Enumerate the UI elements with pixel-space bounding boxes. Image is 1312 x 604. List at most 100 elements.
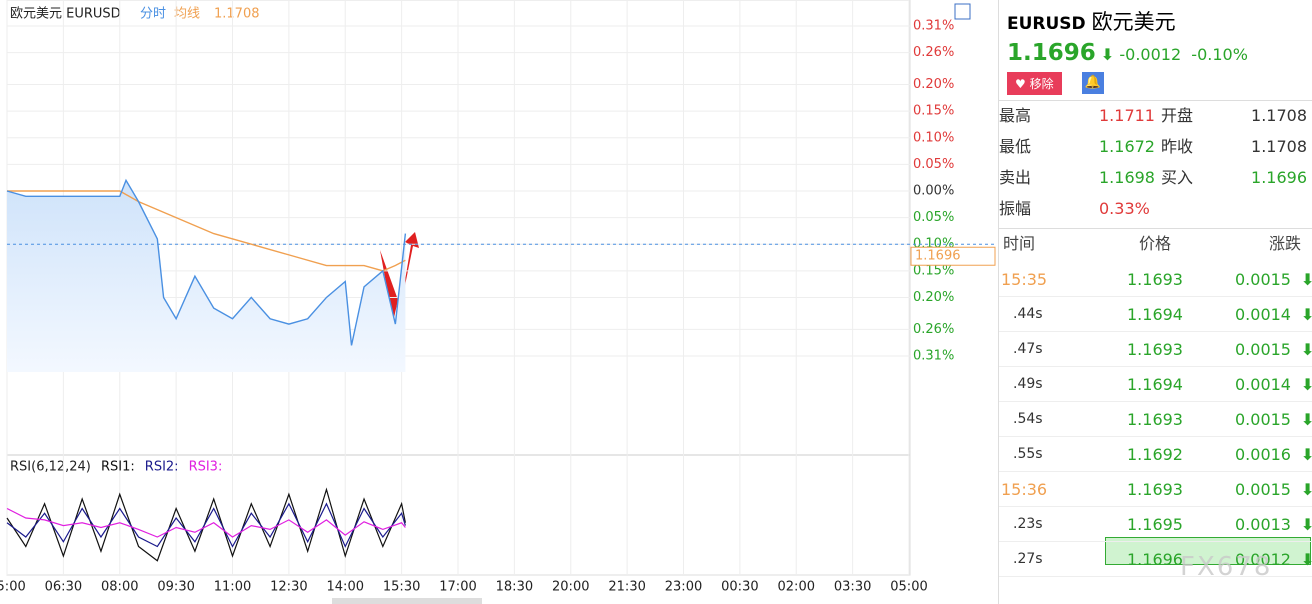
trade-time: .23s — [1013, 516, 1043, 532]
down-arrow: ⬇ — [1301, 410, 1312, 429]
x-tick-label: 08:00 — [101, 580, 138, 595]
y-tick-label: 0.26% — [913, 45, 954, 60]
y-tick-label: 0.10% — [913, 130, 954, 145]
symbol-name: 欧元美元 — [1091, 10, 1176, 34]
y-tick-label: 0.20% — [913, 77, 954, 92]
trades-header: 价格 — [1139, 234, 1172, 253]
symbol-code: EURUSD — [1007, 14, 1086, 34]
stat-value: 1.1696 — [1251, 168, 1307, 187]
rsi-label: RSI(6,12,24) — [10, 460, 91, 475]
change-pct: -0.10% — [1191, 45, 1248, 64]
stat-label: 买入 — [1161, 168, 1194, 187]
rsi-legend: RSI1: — [101, 460, 135, 475]
x-tick-label: 20:00 — [552, 580, 589, 595]
current-label: 1.1696 — [915, 249, 961, 264]
trades-header: 时间 — [1003, 234, 1036, 253]
down-arrow: ⬇ — [1301, 375, 1312, 394]
y-tick-label: 0.20% — [913, 290, 954, 305]
row-separator — [999, 366, 1312, 367]
trade-time: .55s — [1013, 446, 1043, 462]
change: -0.0012 — [1119, 45, 1182, 64]
x-tick-label: 00:30 — [721, 580, 758, 595]
remove-button[interactable]: ♥ 移除 — [1007, 72, 1062, 95]
symbol: EURUSD 欧元美元 — [1007, 6, 1176, 36]
trade-change: 0.0015 ⬇ — [1235, 404, 1312, 435]
stat-value: 1.1672 — [1099, 137, 1155, 156]
trade-price: 1.1694 — [1127, 375, 1183, 394]
trade-time: 15:36 — [1001, 480, 1048, 499]
x-tick-label: 12:30 — [270, 580, 307, 595]
down-arrow: ⬇ — [1301, 445, 1312, 464]
stat-value: 1.1711 — [1099, 106, 1155, 125]
stat-value: 1.1708 — [1251, 106, 1307, 125]
arrow-down — [380, 250, 398, 322]
down-arrow: ⬇ — [1301, 305, 1312, 324]
down-arrow: ⬇ — [1301, 480, 1312, 499]
trades-header: 涨跌 — [1269, 234, 1302, 253]
stat-label: 最高 — [999, 106, 1032, 125]
fullscreen-icon[interactable] — [954, 3, 971, 20]
stat-label: 开盘 — [1161, 106, 1194, 125]
x-tick-label: 05:00 — [890, 580, 927, 595]
trade-change: 0.0015 ⬇ — [1235, 334, 1312, 365]
trade-change: 0.0013 ⬇ — [1235, 509, 1312, 540]
legend-avg: 均线 — [174, 7, 200, 22]
y-tick-label: 0.05% — [913, 210, 954, 225]
row-separator — [999, 541, 1312, 542]
price-area — [7, 180, 406, 372]
quote-panel: EURUSD 欧元美元 1.1696 ⬇ -0.0012 -0.10% ♥ 移除… — [998, 0, 1312, 604]
trade-time: .27s — [1013, 551, 1043, 567]
stat-label: 卖出 — [999, 168, 1032, 187]
x-tick-label: 15:30 — [383, 580, 420, 595]
y-tick-label: 0.31% — [913, 349, 954, 364]
average-line — [7, 190, 406, 272]
alert-button[interactable]: 🔔 — [1082, 72, 1104, 94]
down-arrow: ⬇ — [1301, 340, 1312, 359]
rsi-legend: RSI3: — [189, 460, 223, 475]
trade-change: 0.0014 ⬇ — [1235, 299, 1312, 330]
legend-line: 分时 — [140, 7, 166, 22]
trade-time: .47s — [1013, 341, 1043, 357]
trade-change: 0.0012 ⬇ — [1235, 544, 1312, 575]
trade-price: 1.1693 — [1127, 270, 1183, 289]
scrollbar[interactable] — [332, 598, 482, 604]
trade-change: 0.0015 ⬇ — [1235, 264, 1312, 295]
trade-time: 15:35 — [1001, 270, 1048, 289]
y-tick-label: 0.31% — [913, 18, 954, 33]
stat-value: 1.1698 — [1099, 168, 1155, 187]
price-line — [6, 178, 407, 346]
stat-label: 最低 — [999, 137, 1032, 156]
row-separator — [999, 401, 1312, 402]
rsi-line — [6, 507, 406, 538]
trade-price: 1.1693 — [1127, 480, 1183, 499]
stat-label: 振幅 — [999, 199, 1032, 218]
x-tick-label: 05:00 — [0, 580, 26, 595]
trade-price: 1.1693 — [1127, 340, 1183, 359]
x-tick-label: 06:30 — [45, 580, 82, 595]
row-separator — [999, 436, 1312, 437]
trade-time: .44s — [1013, 306, 1043, 322]
row-separator — [999, 576, 1312, 577]
down-arrow: ⬇ — [1301, 550, 1312, 569]
x-tick-label: 11:00 — [214, 580, 251, 595]
row-separator — [999, 331, 1312, 332]
separator — [999, 228, 1312, 229]
trade-price: 1.1695 — [1127, 515, 1183, 534]
stat-label: 昨收 — [1161, 137, 1194, 156]
chart: 欧元美元 EURUSD 分时 均线 1.1708 RSI(6,12,24) 05… — [0, 0, 996, 604]
rsi-legend: RSI2: — [145, 460, 179, 475]
y-tick-label: 0.15% — [913, 263, 954, 278]
stat-value: 1.1708 — [1251, 137, 1307, 156]
y-tick-label: 0.05% — [913, 157, 954, 172]
legend-name: 欧元美元 EURUSD — [10, 7, 121, 22]
trade-change: 0.0016 ⬇ — [1235, 439, 1312, 470]
trade-change: 0.0015 ⬇ — [1235, 474, 1312, 505]
y-tick-label: 0.26% — [913, 322, 954, 337]
x-tick-label: 14:00 — [327, 580, 364, 595]
trade-price: 1.1694 — [1127, 305, 1183, 324]
row-separator — [999, 296, 1312, 297]
row-separator — [999, 471, 1312, 472]
remove-label: 移除 — [1029, 77, 1054, 91]
x-tick-label: 23:00 — [665, 580, 702, 595]
y-tick-label: 0.15% — [913, 104, 954, 119]
